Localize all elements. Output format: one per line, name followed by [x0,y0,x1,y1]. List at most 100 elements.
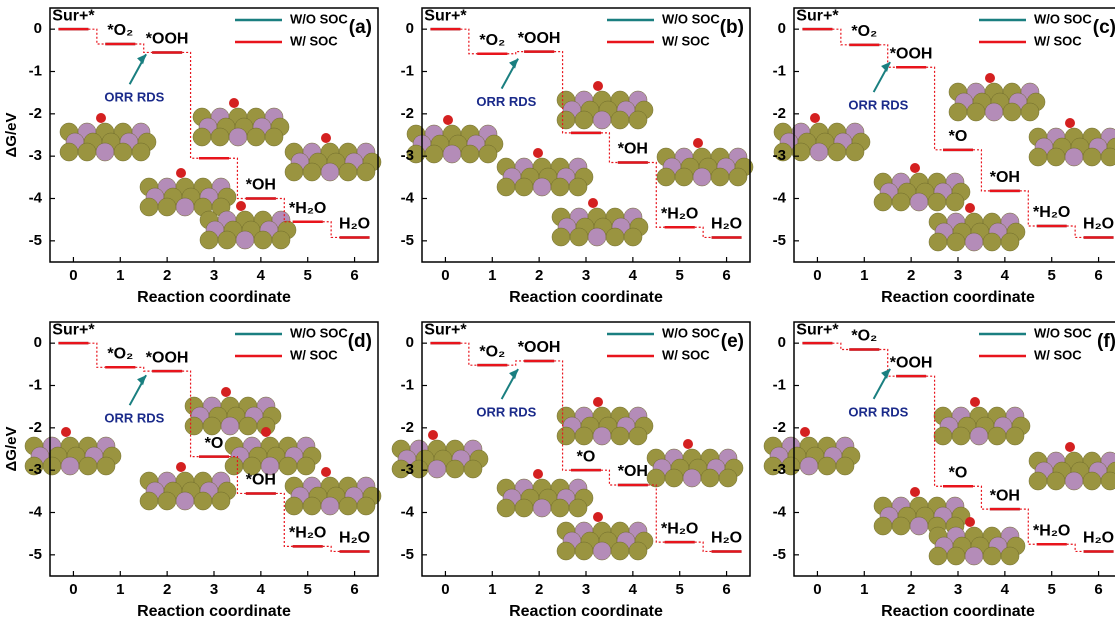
atom [719,469,737,487]
x-tick-label: 2 [907,267,915,284]
x-tick-label: 4 [257,267,266,284]
x-tick-label: 2 [535,581,543,598]
atom [606,228,624,246]
atom [211,128,229,146]
atom [988,427,1006,445]
y-tick-label: -2 [773,419,786,436]
step-label: H₂O [339,530,370,547]
step-label: *OOH [146,31,189,48]
surface-slab [225,427,321,475]
y-tick-label: -3 [29,147,42,164]
step-label: *O [949,464,968,481]
y-tick-label: -3 [773,147,786,164]
atom [446,460,464,478]
step-label: *OOH [890,45,933,62]
rds-arrowhead [137,375,146,385]
step-label: Sur+* [796,7,839,24]
atom [533,499,551,517]
atom [624,228,642,246]
adsorbate [321,467,331,477]
atom [611,111,629,129]
adsorbate [1065,442,1075,452]
atom [218,231,236,249]
adsorbate [261,427,271,437]
x-tick-label: 5 [1048,581,1056,598]
adsorbate [588,198,598,208]
step-label: *OH [990,487,1020,504]
step-label: *OOH [146,349,189,366]
connector [135,367,152,371]
atom [303,497,321,515]
atom [629,542,647,560]
x-tick-label: 2 [907,581,915,598]
atom [552,228,570,246]
step-label: Sur+* [424,7,467,24]
x-tick-label: 1 [116,267,124,284]
atom [515,178,533,196]
surface-slab [874,163,970,211]
atom [657,168,675,186]
x-tick-label: 3 [954,267,962,284]
x-axis-label: Reaction coordinate [137,289,291,306]
x-tick-label: 1 [860,267,868,284]
surface-slab [285,133,381,181]
step-label: *O₂ [851,328,877,345]
x-tick-label: 0 [813,267,821,284]
legend-label: W/ SOC [290,33,338,48]
surface-slab [193,98,289,146]
atom [443,145,461,163]
step-label: *OOH [518,339,561,356]
x-tick-label: 5 [304,267,312,284]
atom [1083,148,1101,166]
atom [983,233,1001,251]
x-tick-label: 3 [210,581,218,598]
step-label: *H₂O [1033,204,1070,221]
connector [601,133,618,163]
atom [910,517,928,535]
atom [140,198,158,216]
x-tick-label: 0 [813,581,821,598]
step-label: *O [577,448,596,465]
step-label: *H₂O [289,200,326,217]
atom [1001,233,1019,251]
connector [973,486,990,509]
adsorbate [443,115,453,125]
step-label: *OOH [518,30,561,47]
step-label: Sur+* [796,321,839,338]
connector [323,546,340,551]
atom [140,492,158,510]
legend-label: W/O SOC [1034,325,1092,340]
step-label: *O [949,128,968,145]
y-tick-label: -5 [773,546,786,563]
step-label: H₂O [711,216,742,233]
panel-label: (a) [349,17,372,38]
atom [846,143,864,161]
connector [926,67,943,150]
atom [693,168,711,186]
atom [929,547,947,565]
atom [1003,103,1021,121]
x-tick-label: 5 [676,581,684,598]
x-tick-label: 6 [722,581,730,598]
atom [339,163,357,181]
rds-annotation: ORR RDS [476,405,536,420]
connector [973,150,990,191]
y-tick-label: 0 [406,334,414,351]
atom [593,542,611,560]
y-tick-label: -1 [401,62,414,79]
atom [60,143,78,161]
adsorbate [229,98,239,108]
x-tick-label: 5 [304,581,312,598]
x-tick-label: 0 [441,267,449,284]
y-tick-label: -4 [401,189,415,206]
legend-label: W/ SOC [290,347,338,362]
x-tick-label: 3 [210,267,218,284]
adsorbate [683,439,693,449]
y-tick-label: -2 [29,105,42,122]
atom [212,492,230,510]
atom [593,427,611,445]
step-label: *OH [246,472,276,489]
atom [557,111,575,129]
y-tick-label: 0 [778,334,786,351]
